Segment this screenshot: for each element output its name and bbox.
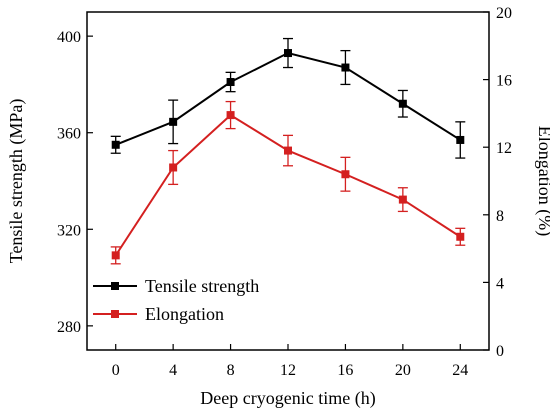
x-tick-label: 20 — [395, 362, 411, 379]
data-point — [284, 49, 292, 58]
legend: Tensile strength Elongation — [93, 276, 259, 324]
series-tensile-strength — [110, 37, 466, 159]
x-axis: 0 4 8 12 16 20 24 — [112, 344, 468, 379]
y-tick-label: 320 — [57, 222, 81, 239]
y2-tick-label: 20 — [496, 5, 512, 22]
x-axis-title: Deep cryogenic time (h) — [200, 388, 375, 409]
y2-tick-label: 12 — [496, 140, 512, 157]
y-axis-right: 0 4 8 12 16 20 — [483, 5, 512, 360]
data-point — [456, 135, 465, 144]
x-tick-label: 16 — [337, 362, 353, 379]
y2-tick-label: 8 — [496, 208, 504, 225]
x-tick-label: 0 — [112, 362, 120, 379]
data-point — [284, 146, 292, 155]
x-tick-label: 24 — [452, 362, 468, 379]
y-axis-title: Tensile strength (MPa) — [6, 99, 27, 264]
data-point — [398, 99, 407, 108]
data-point — [341, 170, 350, 179]
data-point — [169, 117, 178, 126]
y-tick-label: 280 — [57, 319, 81, 336]
legend-label-elongation: Elongation — [145, 304, 224, 324]
data-point — [226, 78, 235, 87]
data-point — [398, 195, 407, 204]
legend-marker-elongation — [111, 310, 119, 318]
y-axis-left: 280 320 360 400 — [57, 29, 93, 336]
data-point — [169, 163, 178, 172]
series-elongation — [110, 100, 466, 265]
y-tick-label: 360 — [57, 126, 81, 143]
y2-tick-label: 16 — [496, 73, 512, 90]
series-layer — [110, 37, 466, 265]
x-tick-label: 4 — [169, 362, 177, 379]
y2-tick-label: 4 — [496, 275, 504, 292]
y-tick-label: 400 — [57, 29, 81, 46]
legend-marker-tensile — [111, 282, 119, 290]
x-tick-label: 12 — [280, 362, 296, 379]
y2-axis-title: Elongation (%) — [534, 126, 550, 236]
y2-tick-label: 0 — [496, 343, 504, 360]
data-point — [111, 140, 120, 149]
legend-label-tensile: Tensile strength — [145, 276, 259, 296]
data-point — [111, 251, 120, 260]
data-point — [456, 232, 465, 241]
data-point — [341, 63, 350, 72]
x-tick-label: 8 — [227, 362, 235, 379]
data-point — [226, 111, 235, 120]
